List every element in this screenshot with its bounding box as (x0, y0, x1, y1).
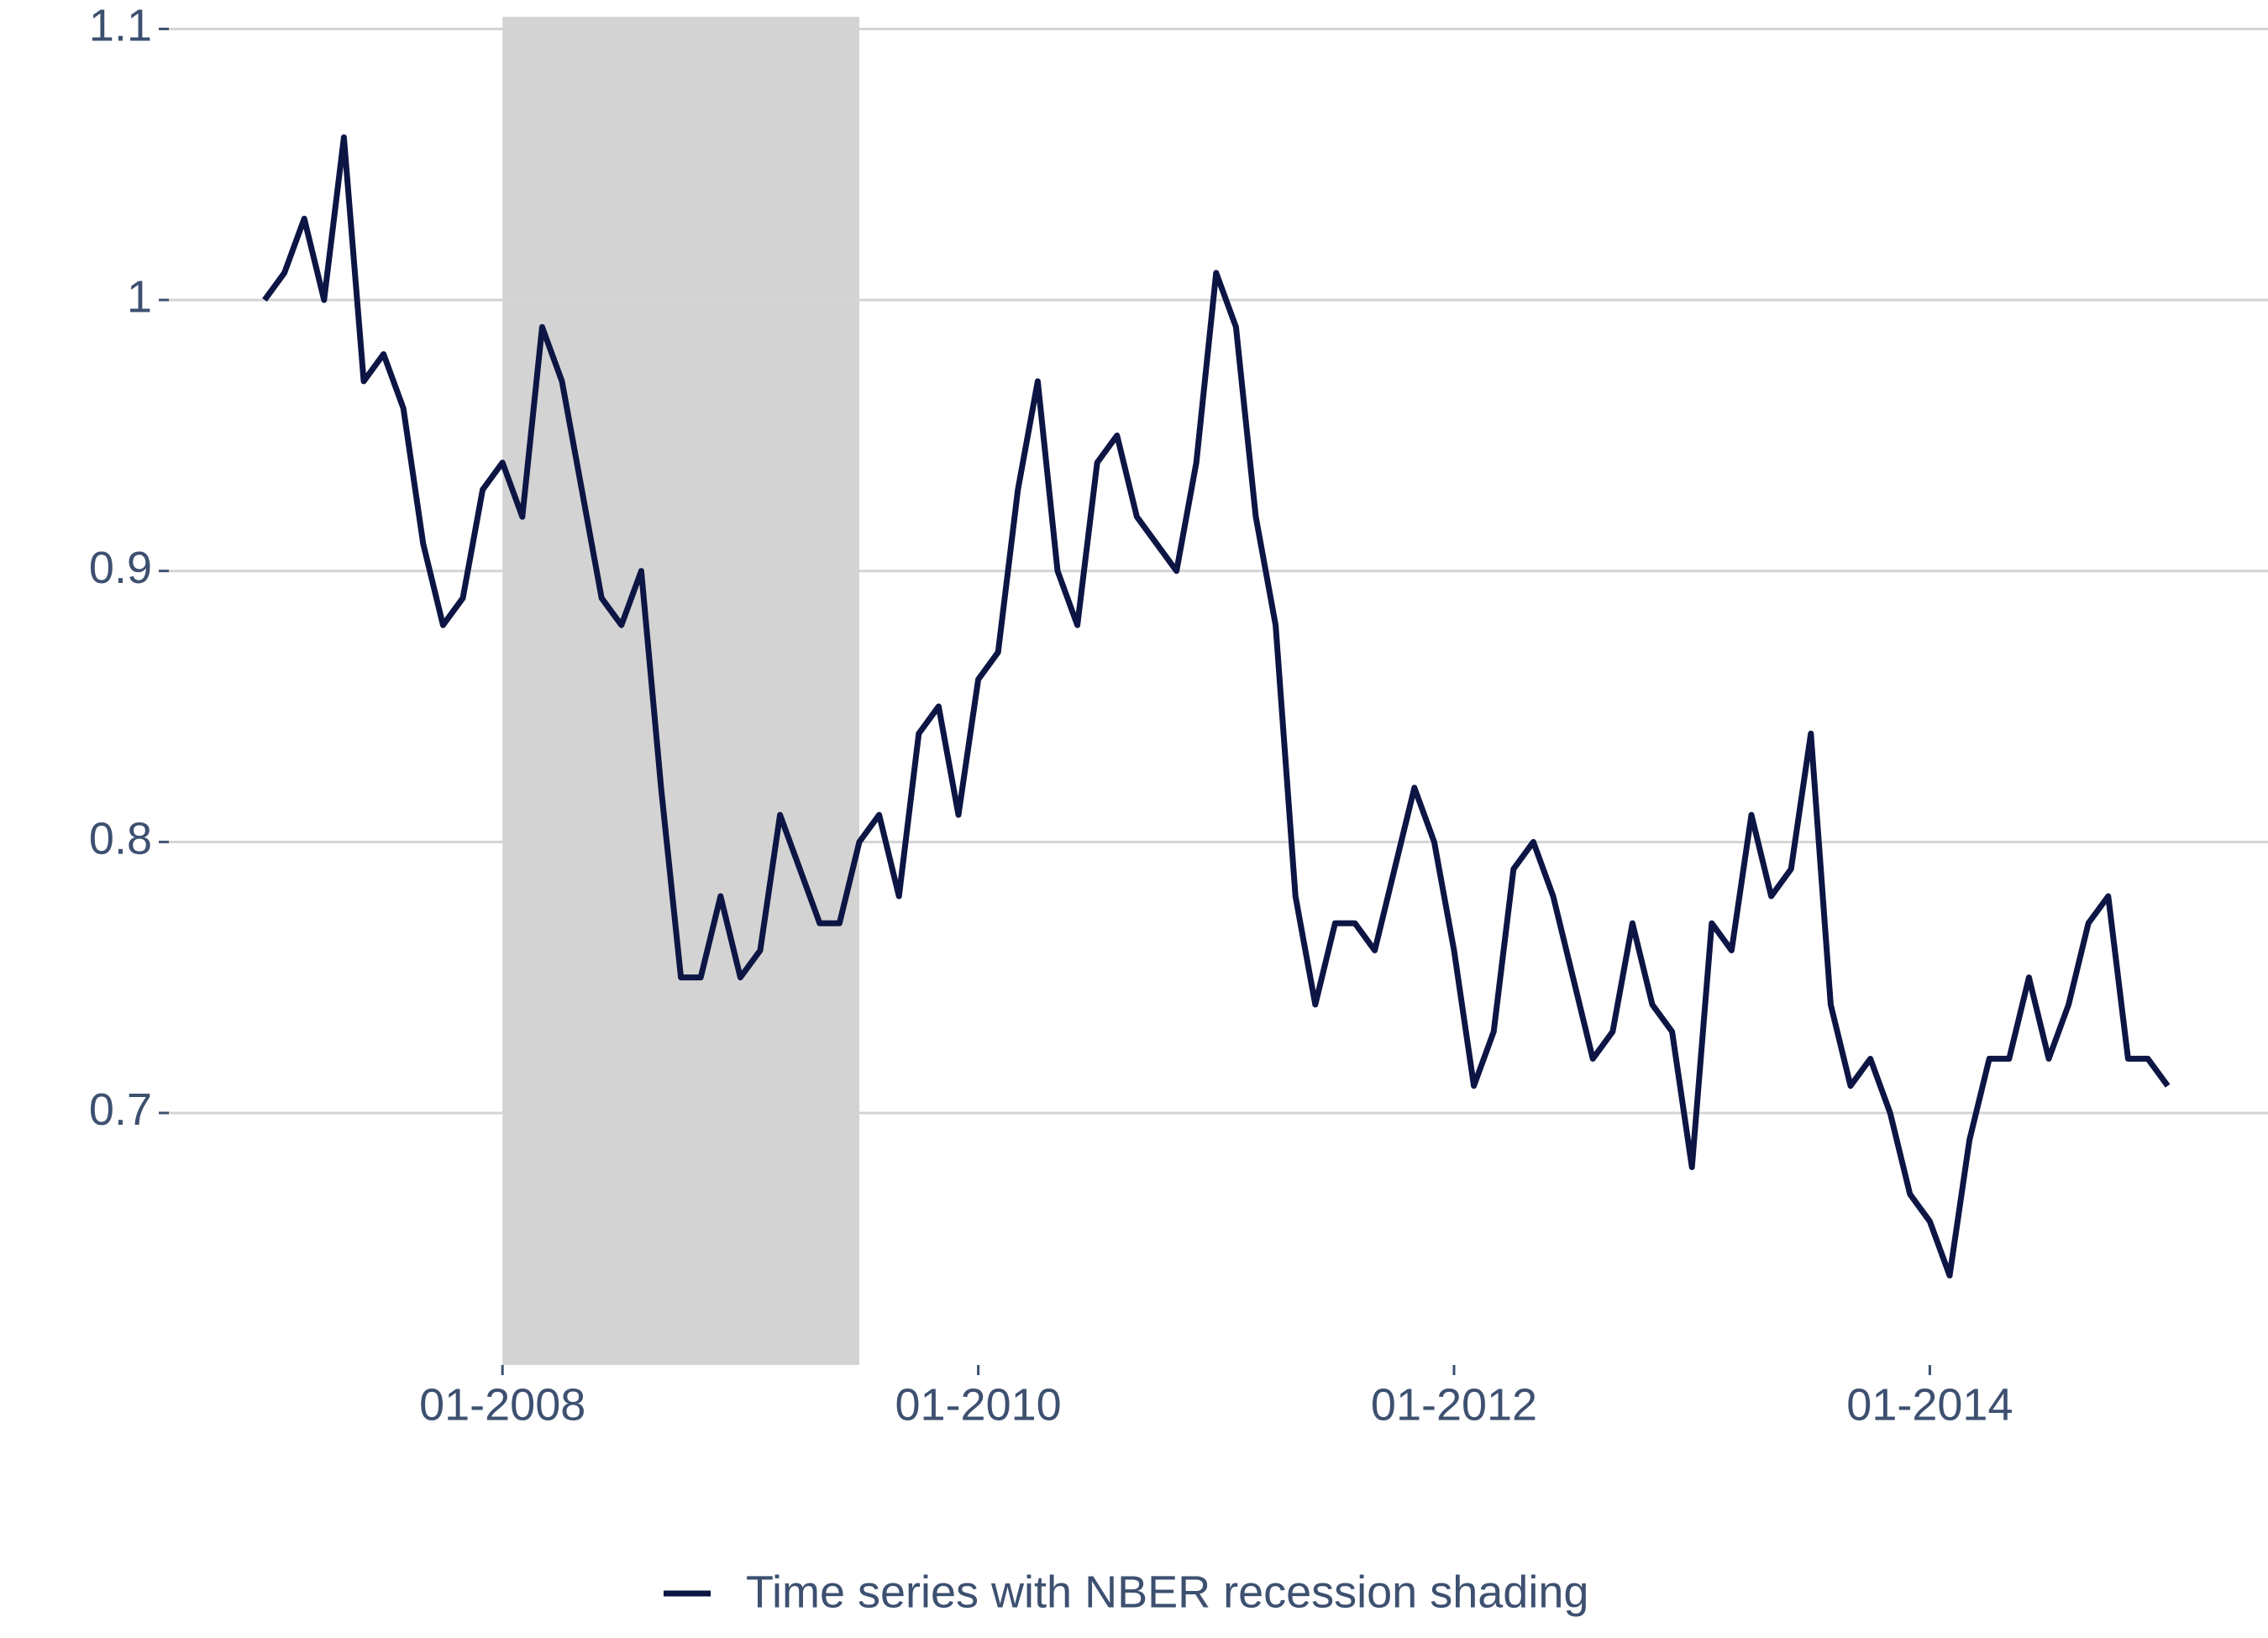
x-tick-label: 01-2008 (419, 1379, 585, 1430)
legend: Time series with NBER recession shading (664, 1567, 1588, 1617)
y-tick-label: 0.7 (89, 1084, 152, 1135)
x-tick-label: 01-2010 (895, 1379, 1062, 1430)
y-tick-label: 0.9 (89, 543, 152, 593)
x-tick-label: 01-2014 (1846, 1379, 2013, 1430)
y-tick-label: 0.8 (89, 814, 152, 864)
y-tick-label: 1 (127, 271, 152, 322)
recession-shading (502, 17, 859, 1365)
series-line (262, 134, 2171, 1278)
legend-label: Time series with NBER recession shading (746, 1567, 1588, 1617)
x-tick-label: 01-2012 (1371, 1379, 1537, 1430)
y-tick-label: 1.1 (89, 1, 152, 51)
